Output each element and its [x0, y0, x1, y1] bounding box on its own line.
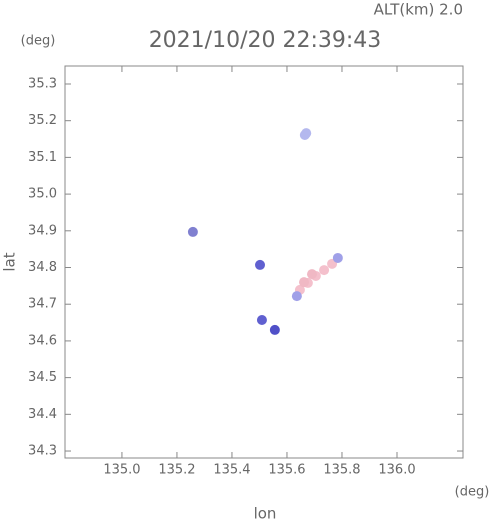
echo-point	[255, 259, 266, 270]
echo-point	[269, 324, 280, 335]
y-tick-label: 35.1	[28, 150, 57, 165]
y-tick-label: 34.8	[28, 260, 57, 275]
echo-point	[332, 252, 343, 263]
y-tick-label: 35.2	[28, 113, 57, 128]
y-axis-label: lat	[1, 252, 19, 271]
y-tick-label: 34.3	[28, 444, 57, 459]
y-tick-label: 34.9	[28, 223, 57, 238]
y-tick-label: 35.0	[28, 187, 57, 202]
echo-point	[291, 291, 302, 302]
x-tick-label: 135.2	[158, 463, 195, 478]
y-tick-label: 35.3	[28, 76, 57, 91]
plot-frame	[64, 65, 464, 459]
x-tick-label: 135.0	[103, 463, 140, 478]
echo-point	[299, 277, 310, 288]
altitude: ALT(km) 2.0	[374, 1, 463, 19]
echo-point	[187, 226, 198, 237]
echo-point	[256, 314, 267, 325]
echo-point	[319, 265, 330, 276]
y-tick-label: 34.4	[28, 407, 57, 422]
y-tick-label: 34.6	[28, 333, 57, 348]
x-tick-label: 135.8	[323, 463, 360, 478]
x-tick-label: 135.6	[268, 463, 305, 478]
x-unit: (deg)	[455, 485, 490, 500]
y-tick-label: 34.5	[28, 370, 57, 385]
y-tick-label: 34.7	[28, 297, 57, 312]
echo-point	[301, 128, 312, 139]
x-axis-label: lon	[254, 505, 277, 521]
y-unit: (deg)	[21, 34, 56, 49]
x-tick-label: 135.4	[213, 463, 250, 478]
chart-title: 2021/10/20 22:39:43	[149, 28, 382, 53]
x-tick-label: 136.0	[378, 463, 415, 478]
echo-point	[306, 269, 317, 280]
